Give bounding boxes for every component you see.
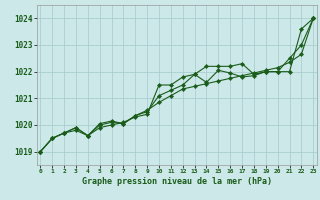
X-axis label: Graphe pression niveau de la mer (hPa): Graphe pression niveau de la mer (hPa) — [82, 177, 272, 186]
